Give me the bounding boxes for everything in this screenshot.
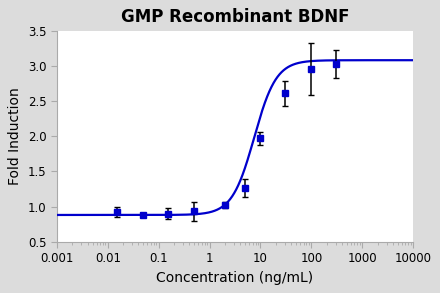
X-axis label: Concentration (ng/mL): Concentration (ng/mL) — [157, 271, 314, 285]
Y-axis label: Fold Induction: Fold Induction — [8, 87, 22, 185]
Title: GMP Recombinant BDNF: GMP Recombinant BDNF — [121, 8, 349, 26]
